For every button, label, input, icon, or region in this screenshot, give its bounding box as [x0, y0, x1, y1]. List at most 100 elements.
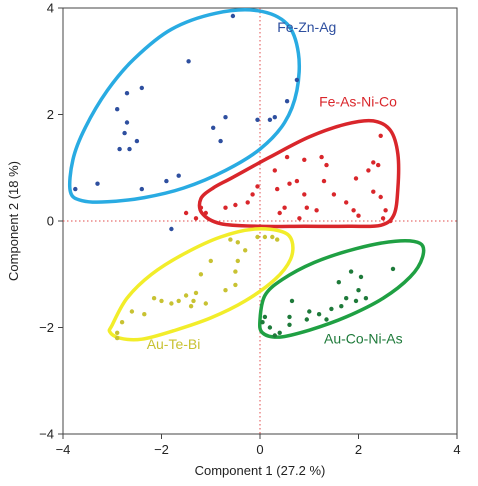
point-au-co-ni-as [336, 280, 341, 285]
point-fe-zn-ag [294, 77, 300, 83]
point-fe-as-ni-co [223, 205, 228, 210]
point-au-te-bi [235, 258, 240, 264]
point-fe-as-ni-co [302, 192, 307, 197]
point-au-te-bi [223, 288, 228, 293]
point-au-co-ni-as [287, 314, 292, 320]
point-fe-zn-ag [223, 115, 228, 120]
point-fe-zn-ag [218, 138, 223, 144]
label-au-co-ni-as: Au-Co-Ni-As [324, 331, 403, 347]
point-au-te-bi [262, 234, 268, 240]
point-fe-zn-ag [267, 117, 273, 123]
point-fe-zn-ag [115, 107, 120, 112]
point-au-te-bi [176, 298, 181, 304]
point-fe-as-ni-co [302, 157, 307, 162]
y-tick-label: −4 [39, 427, 54, 442]
ellipse-fe-zn-ag [67, 8, 302, 204]
point-au-co-ni-as [363, 296, 369, 301]
point-au-te-bi [151, 296, 157, 301]
point-fe-zn-ag [169, 226, 174, 232]
point-fe-as-ni-co [321, 178, 327, 184]
point-fe-as-ni-co [250, 192, 255, 197]
point-au-te-bi [129, 309, 135, 314]
point-au-co-ni-as [307, 309, 312, 314]
group-ellipses [67, 8, 426, 342]
point-fe-zn-ag [139, 186, 144, 192]
point-fe-zn-ag [164, 178, 169, 184]
point-au-co-ni-as [287, 322, 292, 327]
x-tick-label: 0 [256, 442, 263, 457]
point-fe-as-ni-co [371, 160, 376, 165]
point-fe-zn-ag [139, 85, 144, 91]
point-fe-zn-ag [73, 186, 78, 192]
point-fe-as-ni-co [319, 154, 324, 160]
x-axis-label: Component 1 (27.2 %) [195, 463, 326, 478]
point-au-te-bi [233, 282, 238, 288]
point-fe-as-ni-co [284, 154, 290, 160]
point-au-te-bi [115, 335, 120, 341]
y-tick-label: 0 [47, 214, 54, 229]
point-fe-zn-ag [134, 138, 140, 144]
point-fe-as-ni-co [304, 205, 309, 210]
point-fe-zn-ag [186, 59, 191, 64]
y-tick-label: −2 [39, 320, 54, 335]
point-fe-as-ni-co [272, 168, 277, 173]
point-au-te-bi [235, 240, 240, 245]
y-tick-label: 2 [47, 107, 54, 122]
point-au-te-bi [142, 312, 147, 317]
x-tick-label: −2 [154, 442, 169, 457]
point-fe-as-ni-co [277, 210, 282, 216]
point-au-te-bi [233, 269, 238, 274]
point-fe-as-ni-co [376, 162, 381, 168]
point-au-co-ni-as [390, 266, 396, 272]
point-au-co-ni-as [353, 298, 359, 304]
point-fe-as-ni-co [183, 210, 189, 216]
x-tick-label: −4 [56, 442, 71, 457]
point-fe-zn-ag [124, 120, 130, 125]
point-fe-zn-ag [284, 99, 290, 104]
point-fe-as-ni-co [203, 210, 208, 216]
point-au-te-bi [115, 330, 120, 335]
label-au-te-bi: Au-Te-Bi [147, 336, 201, 352]
point-fe-as-ni-co [380, 216, 386, 221]
point-fe-as-ni-co [314, 208, 319, 213]
point-au-co-ni-as [260, 320, 265, 325]
point-fe-as-ni-co [356, 213, 361, 218]
x-tick-label: 2 [355, 442, 362, 457]
point-au-co-ni-as [304, 317, 309, 322]
point-fe-as-ni-co [388, 218, 393, 224]
x-tick-label: 4 [453, 442, 460, 457]
point-au-te-bi [119, 320, 125, 325]
axis-ticks: −4 −2 0 2 4 −4 −2 0 2 4 [39, 1, 460, 458]
point-fe-zn-ag [124, 91, 130, 96]
point-fe-as-ni-co [275, 186, 280, 192]
ellipse-fe-as-ni-co [197, 118, 401, 229]
point-au-co-ni-as [272, 333, 277, 338]
point-au-te-bi [169, 301, 174, 306]
point-fe-zn-ag [122, 130, 127, 136]
point-fe-as-ni-co [245, 200, 250, 205]
point-au-te-bi [203, 301, 208, 306]
point-fe-as-ni-co [383, 208, 388, 213]
point-fe-zn-ag [255, 117, 260, 123]
point-fe-zn-ag [272, 115, 277, 120]
point-fe-zn-ag [127, 146, 132, 152]
point-au-co-ni-as [267, 325, 273, 330]
y-axis-label: Component 2 (18 %) [6, 161, 21, 281]
point-au-te-bi [208, 258, 213, 264]
point-au-te-bi [193, 290, 199, 296]
point-au-te-bi [188, 304, 194, 309]
point-au-co-ni-as [348, 269, 354, 274]
point-au-te-bi [191, 298, 196, 304]
point-au-co-ni-as [356, 288, 361, 293]
point-au-te-bi [270, 234, 275, 240]
point-fe-as-ni-co [294, 178, 300, 184]
data-points [73, 13, 396, 341]
y-tick-label: 4 [47, 1, 54, 16]
point-fe-as-ni-co [255, 184, 260, 189]
point-au-co-ni-as [344, 296, 349, 301]
point-fe-as-ni-co [378, 194, 383, 200]
point-fe-as-ni-co [324, 162, 329, 168]
point-fe-zn-ag [211, 125, 216, 130]
point-fe-as-ni-co [353, 176, 359, 181]
point-au-te-bi [183, 293, 189, 298]
